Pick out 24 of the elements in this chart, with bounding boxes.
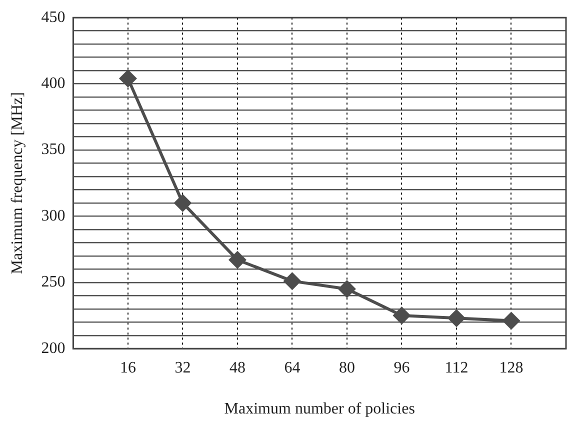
- point: [392, 306, 411, 324]
- x-tick-label: 112: [444, 359, 468, 376]
- y-tick-label: 300: [41, 207, 66, 224]
- y-tick-label: 350: [41, 141, 66, 158]
- x-tick-label: 128: [499, 359, 524, 376]
- point: [283, 272, 302, 290]
- point: [447, 309, 466, 328]
- point: [228, 250, 246, 269]
- y-tick-label: 250: [41, 274, 66, 291]
- x-tick-label: 32: [174, 359, 191, 376]
- point: [118, 70, 137, 88]
- point: [338, 280, 356, 298]
- y-axis-title: Maximum frequency [MHz]: [8, 92, 26, 274]
- x-tick-label: 64: [284, 359, 300, 376]
- x-tick-label: 16: [120, 359, 136, 376]
- x-tick-label: 80: [338, 359, 355, 376]
- y-tick-label: 400: [41, 75, 66, 92]
- y-tick-label: 450: [41, 8, 66, 26]
- x-axis-title: Maximum number of policies: [224, 400, 415, 418]
- y-tick-label: 200: [41, 340, 66, 357]
- point: [174, 194, 192, 212]
- point: [502, 312, 520, 330]
- x-tick-label: 96: [394, 359, 410, 376]
- x-tick-label: 48: [229, 359, 246, 376]
